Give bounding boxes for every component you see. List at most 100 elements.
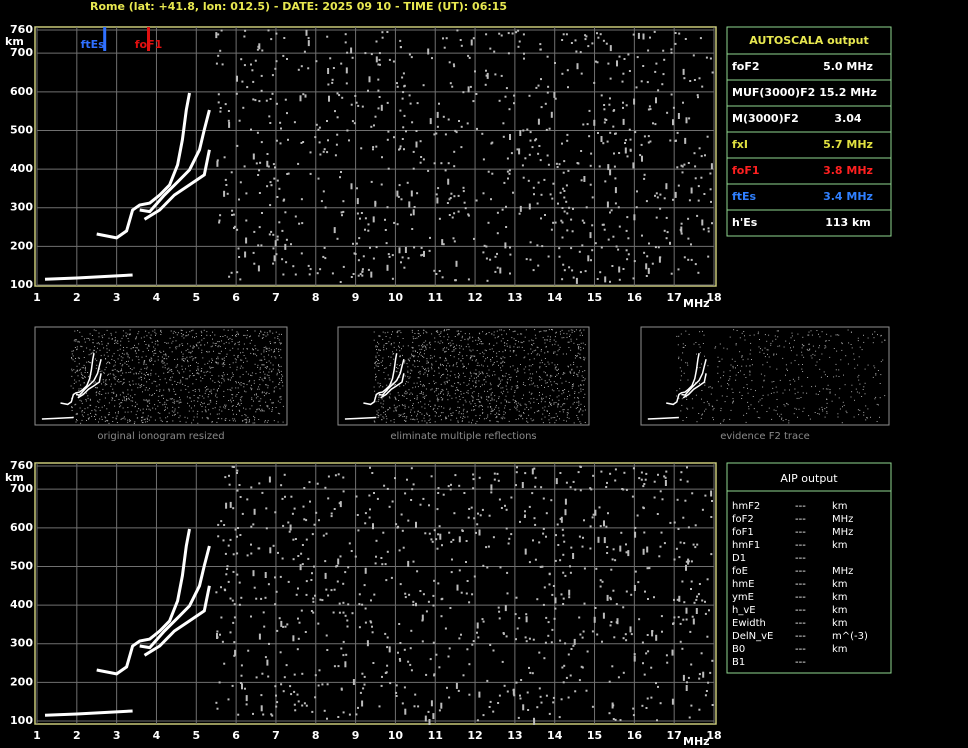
noise	[172, 340, 174, 342]
noise	[98, 401, 100, 403]
noise	[240, 384, 242, 386]
noise	[218, 352, 220, 354]
x-tick-label: 17	[667, 291, 682, 304]
noise	[557, 544, 560, 546]
noise	[218, 221, 221, 224]
noise	[509, 347, 511, 349]
noise	[493, 478, 496, 481]
noise	[758, 346, 760, 348]
noise	[220, 586, 222, 589]
noise	[485, 546, 488, 549]
noise	[267, 387, 269, 389]
noise	[410, 499, 413, 501]
noise	[173, 330, 175, 332]
noise	[412, 483, 415, 486]
noise	[236, 552, 239, 555]
noise	[284, 243, 287, 250]
noise	[439, 533, 442, 540]
noise	[531, 672, 534, 675]
noise	[71, 350, 73, 352]
noise	[672, 106, 675, 109]
noise	[614, 132, 616, 135]
noise	[286, 112, 288, 115]
noise	[81, 346, 83, 348]
noise	[872, 342, 874, 344]
noise	[252, 712, 254, 715]
noise	[566, 133, 569, 136]
noise	[240, 596, 243, 599]
noise	[773, 392, 775, 394]
noise	[207, 403, 209, 405]
noise	[399, 414, 401, 416]
noise	[569, 336, 570, 337]
noise	[433, 133, 436, 136]
noise	[647, 135, 650, 138]
noise	[321, 599, 324, 602]
noise	[561, 666, 564, 669]
noise	[127, 360, 129, 362]
noise	[169, 379, 171, 381]
noise	[536, 202, 539, 205]
noise	[253, 586, 256, 589]
noise	[462, 420, 463, 422]
noise	[180, 333, 182, 334]
noise	[559, 191, 562, 194]
noise	[459, 39, 462, 41]
noise	[431, 57, 433, 60]
noise	[301, 222, 304, 225]
noise	[99, 399, 101, 401]
noise	[476, 127, 478, 130]
noise	[549, 376, 551, 378]
noise	[470, 355, 472, 357]
noise	[124, 411, 126, 413]
noise	[254, 394, 255, 396]
noise	[252, 98, 255, 101]
noise	[207, 396, 209, 398]
noise	[488, 369, 490, 371]
noise	[568, 366, 569, 368]
noise	[279, 371, 280, 373]
noise	[525, 258, 528, 261]
noise	[454, 279, 457, 282]
noise	[434, 421, 436, 423]
noise	[766, 411, 768, 412]
noise	[86, 347, 88, 349]
noise	[521, 398, 523, 399]
noise	[400, 364, 402, 366]
noise	[376, 497, 379, 500]
noise	[344, 41, 347, 44]
y-tick-label: 100	[10, 714, 33, 727]
noise	[78, 357, 80, 359]
noise	[305, 538, 308, 541]
noise	[409, 372, 411, 374]
noise	[580, 179, 583, 182]
noise	[135, 372, 137, 374]
noise	[446, 202, 449, 204]
noise	[541, 378, 543, 380]
noise	[308, 273, 311, 276]
noise	[556, 369, 558, 371]
noise	[498, 617, 501, 620]
noise	[542, 532, 545, 535]
noise	[138, 343, 140, 345]
noise	[92, 351, 94, 353]
noise	[532, 186, 535, 189]
noise	[367, 229, 370, 232]
noise	[189, 397, 191, 399]
noise	[216, 358, 217, 360]
noise	[244, 414, 246, 415]
noise	[222, 358, 224, 360]
noise	[231, 335, 233, 336]
noise	[533, 358, 535, 360]
noise	[429, 341, 431, 343]
noise	[513, 346, 515, 348]
noise	[175, 366, 177, 368]
noise	[496, 252, 498, 255]
noise	[116, 380, 118, 382]
noise	[504, 345, 506, 347]
noise	[95, 410, 97, 412]
noise	[219, 346, 221, 348]
noise	[609, 280, 611, 283]
noise	[357, 274, 360, 277]
noise	[154, 404, 156, 406]
